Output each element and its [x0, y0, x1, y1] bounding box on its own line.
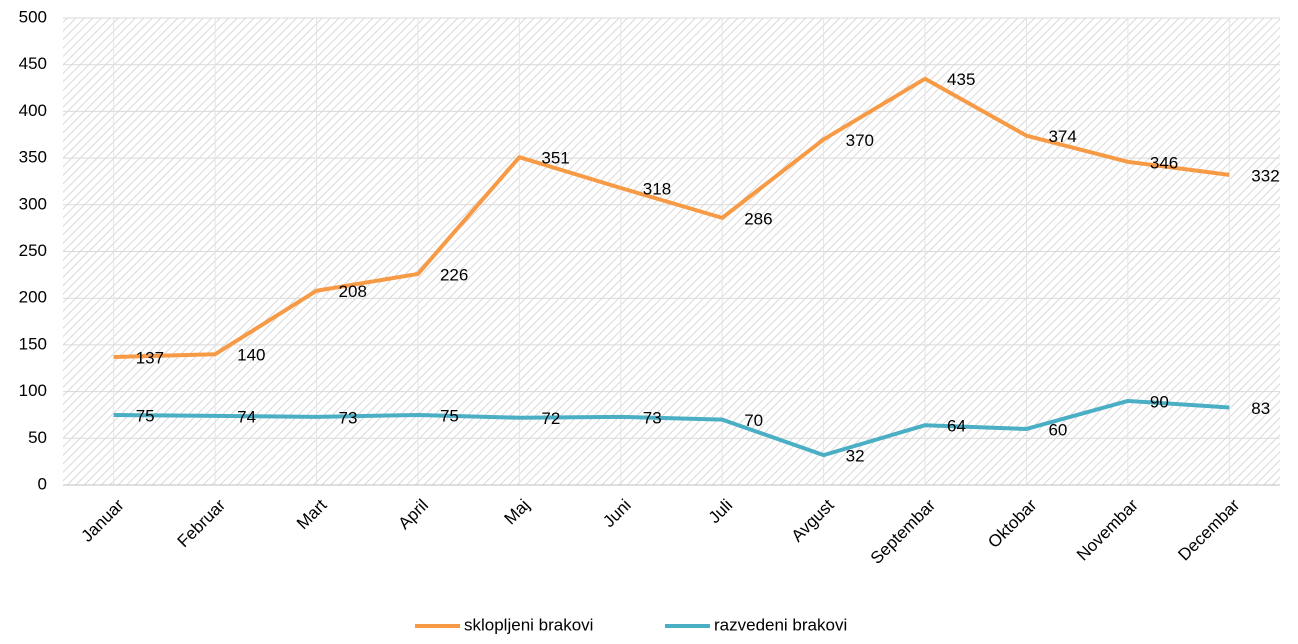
data-label: 75: [136, 406, 155, 425]
series-line: [113, 76, 1230, 360]
data-label: 73: [643, 408, 662, 427]
y-tick-label: 100: [19, 381, 47, 400]
data-label: 332: [1251, 166, 1279, 185]
data-label: 75: [440, 406, 459, 425]
data-label: 370: [846, 131, 874, 150]
y-tick-label: 450: [19, 54, 47, 73]
x-tick-label: Oktobar: [984, 495, 1040, 551]
x-tick-label: Februar: [174, 495, 230, 551]
data-label: 346: [1150, 153, 1178, 172]
y-tick-label: 50: [28, 428, 47, 447]
x-tick-label: Juli: [705, 496, 736, 527]
data-label: 208: [339, 282, 367, 301]
y-tick-label: 250: [19, 241, 47, 260]
x-tick-label: April: [394, 496, 431, 533]
data-label: 60: [1048, 420, 1067, 439]
y-tick-label: 150: [19, 334, 47, 353]
y-tick-label: 350: [19, 148, 47, 167]
x-tick-label: Avgust: [788, 495, 838, 545]
data-label: 286: [744, 209, 772, 228]
data-label: 83: [1251, 399, 1270, 418]
data-label: 435: [947, 70, 975, 89]
data-label: 64: [947, 417, 966, 436]
x-tick-label: Decembar: [1174, 495, 1243, 564]
data-label: 374: [1048, 127, 1076, 146]
legend-label: razvedeni brakovi: [714, 615, 847, 634]
x-tick-label: Juni: [599, 496, 634, 531]
series-line: [113, 398, 1230, 458]
x-tick-label: Novembar: [1073, 495, 1142, 564]
data-label: 226: [440, 265, 468, 284]
x-tick-label: Maj: [501, 496, 534, 529]
x-tick-label: Januar: [78, 495, 128, 545]
x-tick-label: Mart: [293, 495, 331, 533]
x-tick-label: Septembar: [867, 495, 939, 567]
data-label: 32: [846, 447, 865, 466]
y-tick-label: 0: [38, 474, 47, 493]
y-tick-label: 400: [19, 101, 47, 120]
data-label: 73: [339, 408, 358, 427]
data-label: 351: [541, 149, 569, 168]
legend-label: sklopljeni brakovi: [464, 615, 593, 634]
y-tick-label: 300: [19, 194, 47, 213]
y-tick-label: 200: [19, 288, 47, 307]
data-label: 90: [1150, 392, 1169, 411]
y-tick-label: 500: [19, 7, 47, 26]
data-label: 318: [643, 179, 671, 198]
data-label: 72: [541, 409, 560, 428]
data-label: 70: [744, 411, 763, 430]
data-label: 140: [237, 346, 265, 365]
data-label: 137: [136, 349, 164, 368]
data-label: 74: [237, 407, 256, 426]
